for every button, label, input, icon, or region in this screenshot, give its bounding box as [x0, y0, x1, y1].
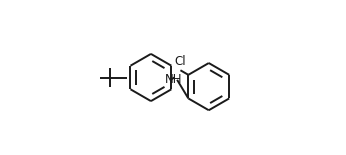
Text: Cl: Cl [175, 55, 186, 68]
Text: NH: NH [165, 73, 182, 86]
